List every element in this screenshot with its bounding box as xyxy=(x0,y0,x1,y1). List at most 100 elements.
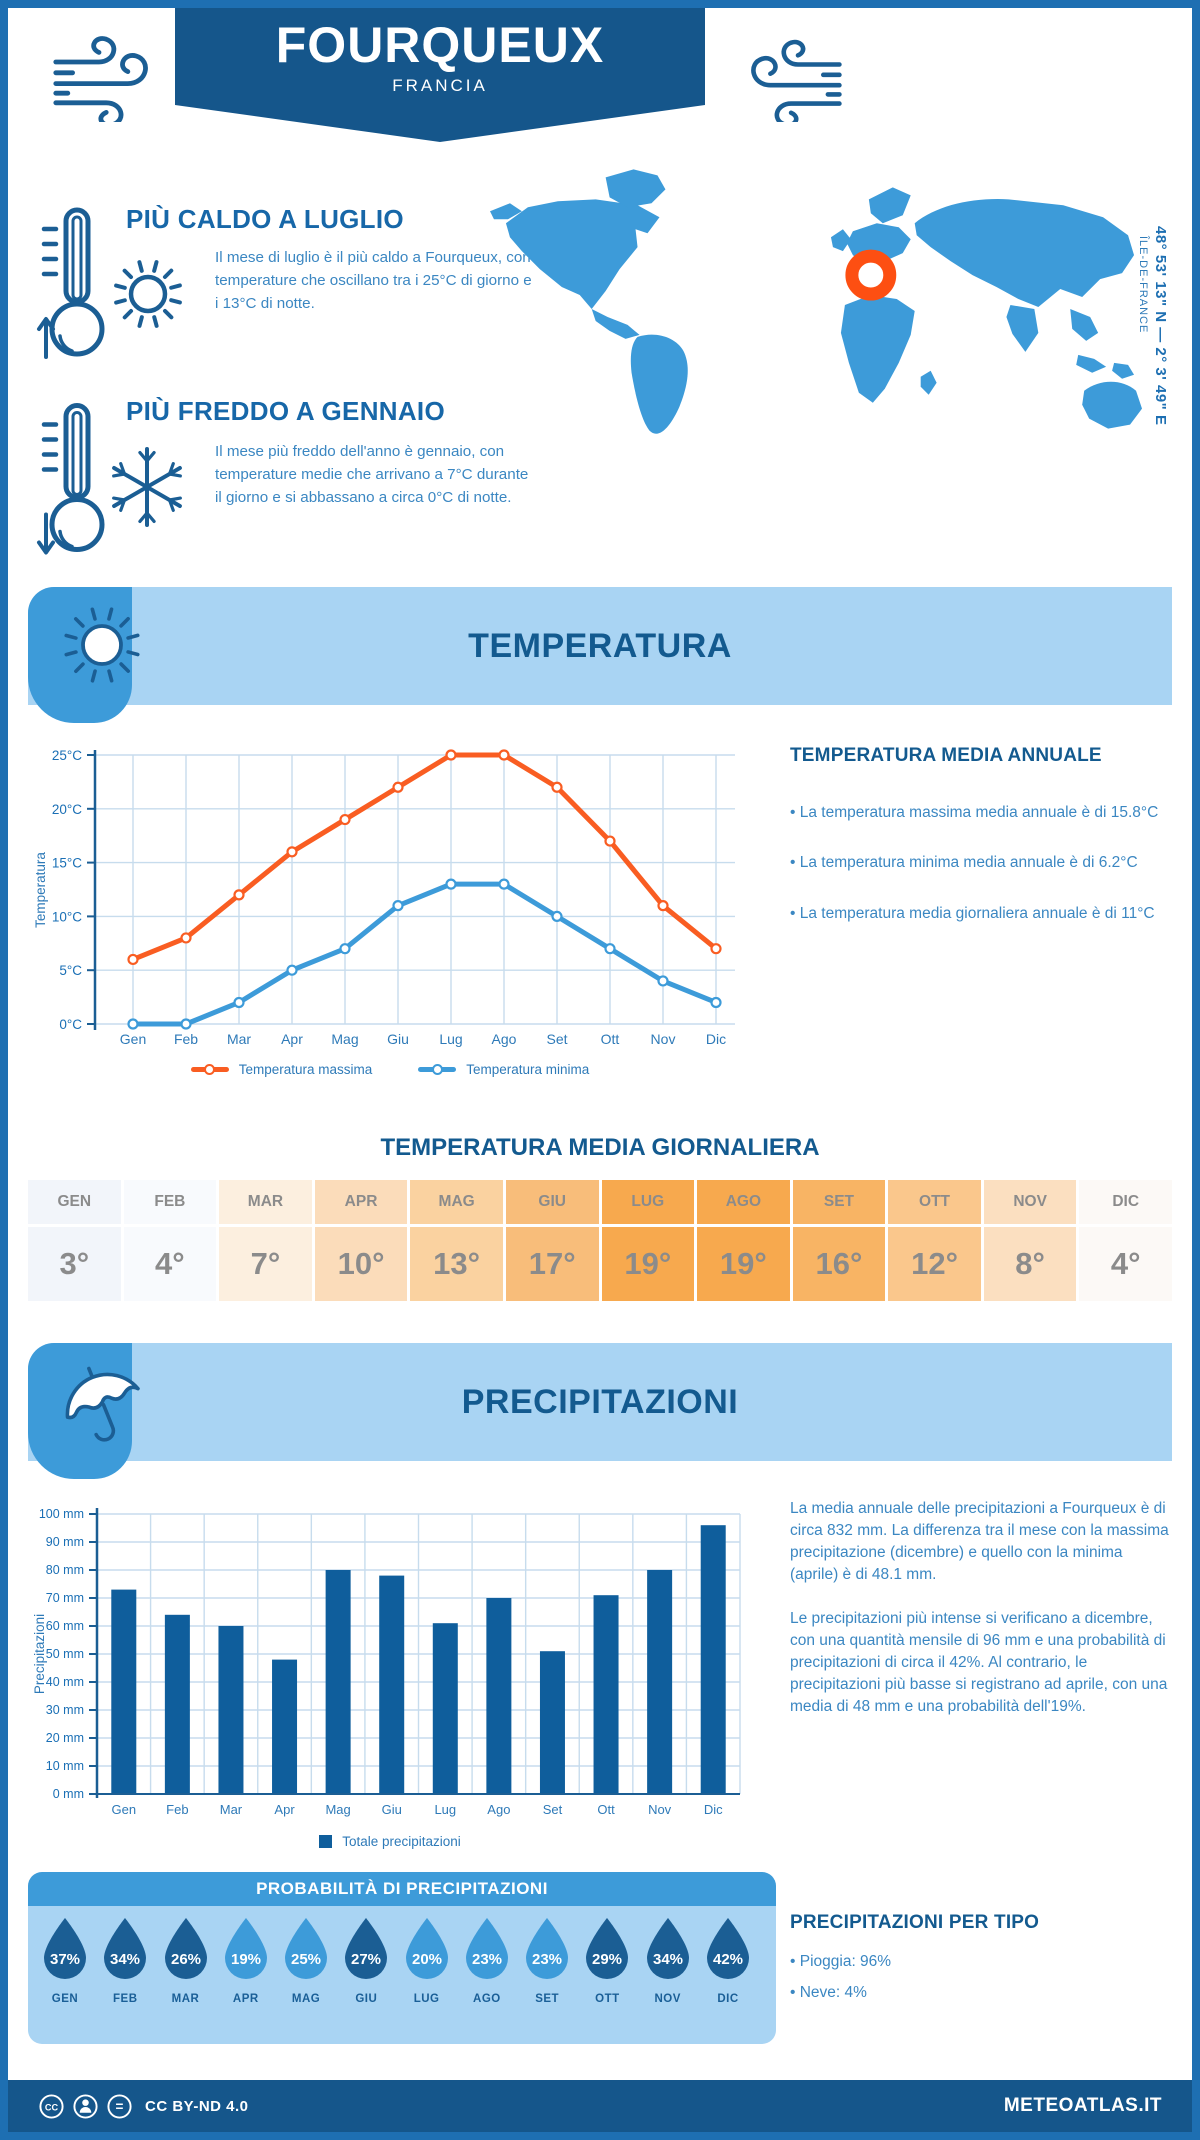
x-tick-label: Ago xyxy=(492,1031,517,1047)
annual-max-bullet: • La temperatura massima media annuale è… xyxy=(790,804,1159,821)
x-tick-label: Gen xyxy=(112,1802,137,1817)
water-drop-icon: 20% xyxy=(405,1918,448,1979)
table-temperature-value: 16° xyxy=(792,1227,886,1301)
data-point xyxy=(127,1018,139,1030)
table-temperature-value: 4° xyxy=(123,1227,217,1301)
min-line-swatch xyxy=(418,1064,457,1075)
drop-month-label: FEB xyxy=(113,1993,138,2005)
sun-ray xyxy=(152,260,159,273)
flake-branch xyxy=(167,496,182,502)
data-point xyxy=(445,878,457,890)
sun-icon xyxy=(114,260,182,328)
precipitation-section-title: PRECIPITAZIONI xyxy=(461,1383,739,1421)
brand-text: METEOATLAS.IT xyxy=(1003,2095,1162,2116)
y-tick-label: 20°C xyxy=(52,802,82,817)
y-tick-label: 10 mm xyxy=(46,1759,84,1773)
bar-mag xyxy=(325,1570,351,1794)
drop-percentage: 27% xyxy=(351,1951,381,1968)
drop-percentage: 23% xyxy=(532,1951,562,1968)
x-tick-label: Apr xyxy=(281,1031,303,1047)
drop-shape xyxy=(405,1918,448,1979)
data-point xyxy=(233,889,245,901)
wind-icon xyxy=(751,39,842,122)
table-column-feb: FEB 4° xyxy=(123,1180,217,1301)
table-column-giu: GIU 17° xyxy=(505,1180,599,1301)
legend-label-min: Temperatura minima xyxy=(466,1062,590,1077)
bar-gen xyxy=(111,1589,137,1794)
y-tick-label: 50 mm xyxy=(46,1647,84,1661)
y-tick-label: 0°C xyxy=(59,1017,82,1032)
data-point xyxy=(657,900,669,912)
drop-month-label: NOV xyxy=(654,1993,681,2005)
drop-month-label: OTT xyxy=(595,1993,620,2005)
x-tick-label: Feb xyxy=(166,1802,188,1817)
series-line xyxy=(130,881,719,1027)
drop-shape xyxy=(285,1918,328,1979)
thermometer-up-icon xyxy=(37,207,105,359)
sun-ray xyxy=(126,650,140,657)
bar-feb xyxy=(164,1614,190,1794)
sun-ray xyxy=(152,315,159,328)
y-tick-label: 10°C xyxy=(52,909,82,924)
cc-by-icon xyxy=(73,2093,98,2119)
table-column-mar: MAR 7° xyxy=(219,1180,312,1301)
bar-swatch xyxy=(319,1835,333,1848)
probability-drop-feb: 34% FEB xyxy=(97,1916,153,2005)
probability-drop-apr: 19% APR xyxy=(218,1916,274,2005)
drop-shape xyxy=(224,1918,267,1979)
sun-ray xyxy=(64,633,78,640)
table-month-header: MAR xyxy=(219,1180,312,1224)
license-text: CC BY-ND 4.0 xyxy=(145,2097,249,2115)
drop-percentage: 34% xyxy=(110,1951,140,1968)
drop-percentage: 20% xyxy=(412,1951,442,1968)
x-tick-label: Set xyxy=(546,1031,567,1047)
precipitation-summary-1: La media annuale delle precipitazioni a … xyxy=(790,1500,1169,1583)
precipitation-section-band: PRECIPITAZIONI xyxy=(28,1343,1172,1479)
y-tick-label: 80 mm xyxy=(46,1563,84,1577)
drop-percentage: 23% xyxy=(472,1951,502,1968)
svg-text:CC: CC xyxy=(45,2102,59,2112)
flake-branch xyxy=(119,462,127,476)
footer-bar: CC = CC BY-ND 4.0 METEOATLAS.IT xyxy=(8,2080,1192,2132)
x-tick-label: Set xyxy=(543,1802,563,1817)
water-drop-icon: 34% xyxy=(104,1918,147,1979)
table-month-header: SET xyxy=(792,1180,886,1224)
precipitation-summary-box: La media annuale delle precipitazioni a … xyxy=(790,1498,1172,1740)
x-tick-label: Dic xyxy=(706,1031,726,1047)
y-tick-label: 70 mm xyxy=(46,1591,84,1605)
bar-mar xyxy=(218,1626,244,1794)
x-tick-label: Ott xyxy=(597,1802,615,1817)
water-drop-icon: 42% xyxy=(706,1918,749,1979)
precipitation-legend: Totale precipitazioni xyxy=(30,1834,750,1849)
flake-branch xyxy=(138,511,149,524)
precipitation-types-box: PRECIPITAZIONI PER TIPO • Pioggia: 96% •… xyxy=(790,1912,1172,2032)
rain-bullet: • Pioggia: 96% xyxy=(790,1953,892,1970)
data-point xyxy=(551,781,563,793)
drop-shape xyxy=(526,1918,569,1979)
bar-nov xyxy=(647,1570,673,1794)
precipitation-bar-chart: 0 mm 10 mm 20 mm 30 mm 40 mm 50 mm 60 mm 70 mm 8… xyxy=(32,1507,741,1817)
sun-ray xyxy=(119,616,130,628)
drop-month-label: GIU xyxy=(355,1993,378,2005)
legend-label-max: Temperatura massima xyxy=(238,1062,373,1077)
series-line xyxy=(130,752,719,962)
flake-branch xyxy=(167,462,175,476)
data-point xyxy=(498,749,510,761)
water-drop-icon: 34% xyxy=(646,1918,689,1979)
table-temperature-value: 3° xyxy=(28,1227,121,1301)
y-tick-label: 40 mm xyxy=(46,1675,84,1689)
drop-shape xyxy=(586,1918,629,1979)
drop-shape xyxy=(104,1918,147,1979)
y-tick-label: 25°C xyxy=(52,748,82,763)
table-month-header: GEN xyxy=(28,1180,121,1224)
probability-drop-lug: 20% LUG xyxy=(399,1916,455,2005)
sun-icon xyxy=(64,607,140,683)
flake-branch xyxy=(167,498,175,512)
flake-branch xyxy=(119,498,127,512)
table-month-header: OTT xyxy=(888,1180,981,1224)
data-point xyxy=(604,835,616,847)
sun-ray xyxy=(122,309,134,320)
drop-percentage: 26% xyxy=(171,1951,201,1968)
table-month-header: APR xyxy=(314,1180,408,1224)
flake-branch xyxy=(145,511,156,524)
